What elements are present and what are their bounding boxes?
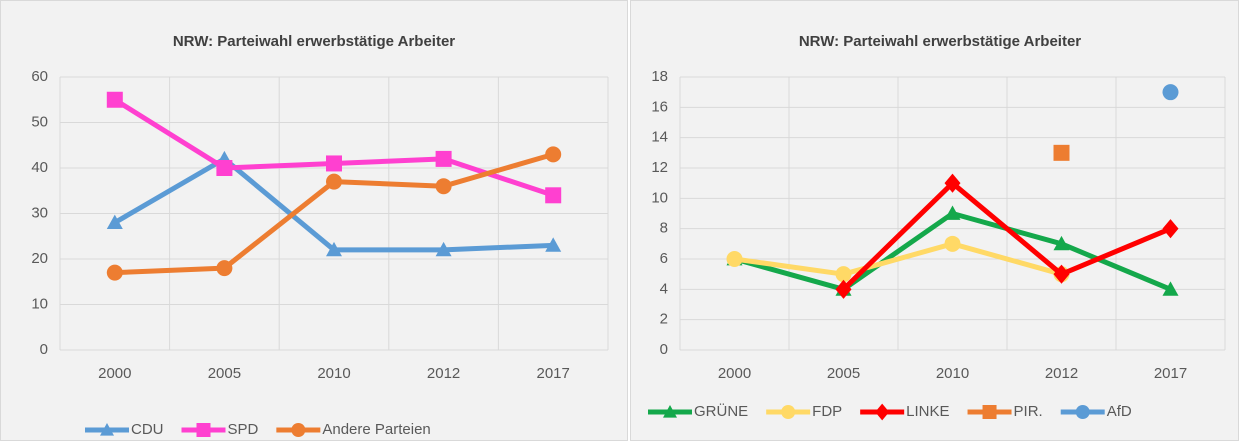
marker <box>216 160 233 176</box>
x-tick-label: 2000 <box>718 365 751 382</box>
y-tick-label: 6 <box>660 250 668 267</box>
marker <box>944 235 961 252</box>
marker <box>291 423 306 437</box>
marker <box>1162 219 1179 239</box>
marker <box>106 264 123 281</box>
legend-label: PIR. <box>1014 403 1043 420</box>
y-tick-label: 20 <box>31 250 48 267</box>
marker <box>781 405 796 419</box>
x-tick-label: 2010 <box>936 365 969 382</box>
marker <box>875 403 890 421</box>
y-tick-label: 18 <box>651 68 668 85</box>
legend-label: LINKE <box>906 403 949 420</box>
panel <box>630 0 1239 441</box>
y-tick-label: 16 <box>651 98 668 115</box>
marker <box>100 423 114 436</box>
panel <box>0 0 628 441</box>
series-line <box>734 241 1063 277</box>
y-tick-label: 8 <box>660 220 668 237</box>
marker <box>326 241 342 257</box>
y-tick-label: 30 <box>31 204 48 221</box>
marker <box>663 405 677 418</box>
marker <box>435 178 452 195</box>
x-tick-label: 2017 <box>537 365 570 382</box>
marker <box>982 405 997 419</box>
marker <box>835 266 852 283</box>
y-tick-label: 50 <box>31 113 48 130</box>
y-tick-label: 4 <box>660 280 668 297</box>
marker <box>1053 144 1070 161</box>
y-tick-label: 12 <box>651 159 668 176</box>
x-tick-label: 2017 <box>1154 365 1187 382</box>
marker <box>435 241 452 257</box>
marker <box>835 279 852 299</box>
marker <box>196 423 211 437</box>
chart-title: NRW: Parteiwahl erwerbstätige Arbeiter <box>799 33 1081 50</box>
x-tick-label: 2012 <box>427 365 460 382</box>
x-tick-label: 2000 <box>98 365 131 382</box>
x-tick-label: 2005 <box>208 365 241 382</box>
y-tick-label: 0 <box>40 341 48 358</box>
marker <box>326 173 342 190</box>
y-tick-label: 10 <box>651 189 668 206</box>
x-tick-label: 2010 <box>317 365 350 382</box>
marker <box>944 205 961 220</box>
marker <box>216 260 233 277</box>
marker <box>726 251 743 267</box>
marker <box>435 150 452 167</box>
marker <box>1053 264 1070 284</box>
marker <box>944 173 961 193</box>
legend-label: CDU <box>131 421 164 438</box>
legend-label: SPD <box>228 421 259 438</box>
series-line <box>841 180 1172 292</box>
marker <box>1162 281 1179 296</box>
marker <box>1053 235 1070 251</box>
chart-title: NRW: Parteiwahl erwerbstätige Arbeiter <box>173 33 455 50</box>
marker <box>326 155 342 172</box>
y-tick-label: 40 <box>31 159 48 176</box>
marker <box>106 91 123 108</box>
marker <box>545 146 562 163</box>
legend-label: FDP <box>812 403 842 420</box>
y-tick-label: 10 <box>31 295 48 312</box>
marker <box>106 214 123 229</box>
y-tick-label: 60 <box>31 68 48 85</box>
x-tick-label: 2005 <box>827 365 860 382</box>
x-tick-label: 2012 <box>1045 365 1078 382</box>
y-tick-label: 2 <box>660 311 668 328</box>
y-tick-label: 14 <box>651 129 668 146</box>
legend-label: AfD <box>1107 403 1132 420</box>
y-tick-label: 0 <box>660 341 668 358</box>
marker <box>1162 84 1179 101</box>
marker <box>545 237 562 252</box>
legend-label: Andere Parteien <box>322 421 430 438</box>
legend-label: GRÜNE <box>694 402 748 420</box>
marker <box>545 187 562 204</box>
marker <box>1075 405 1090 419</box>
